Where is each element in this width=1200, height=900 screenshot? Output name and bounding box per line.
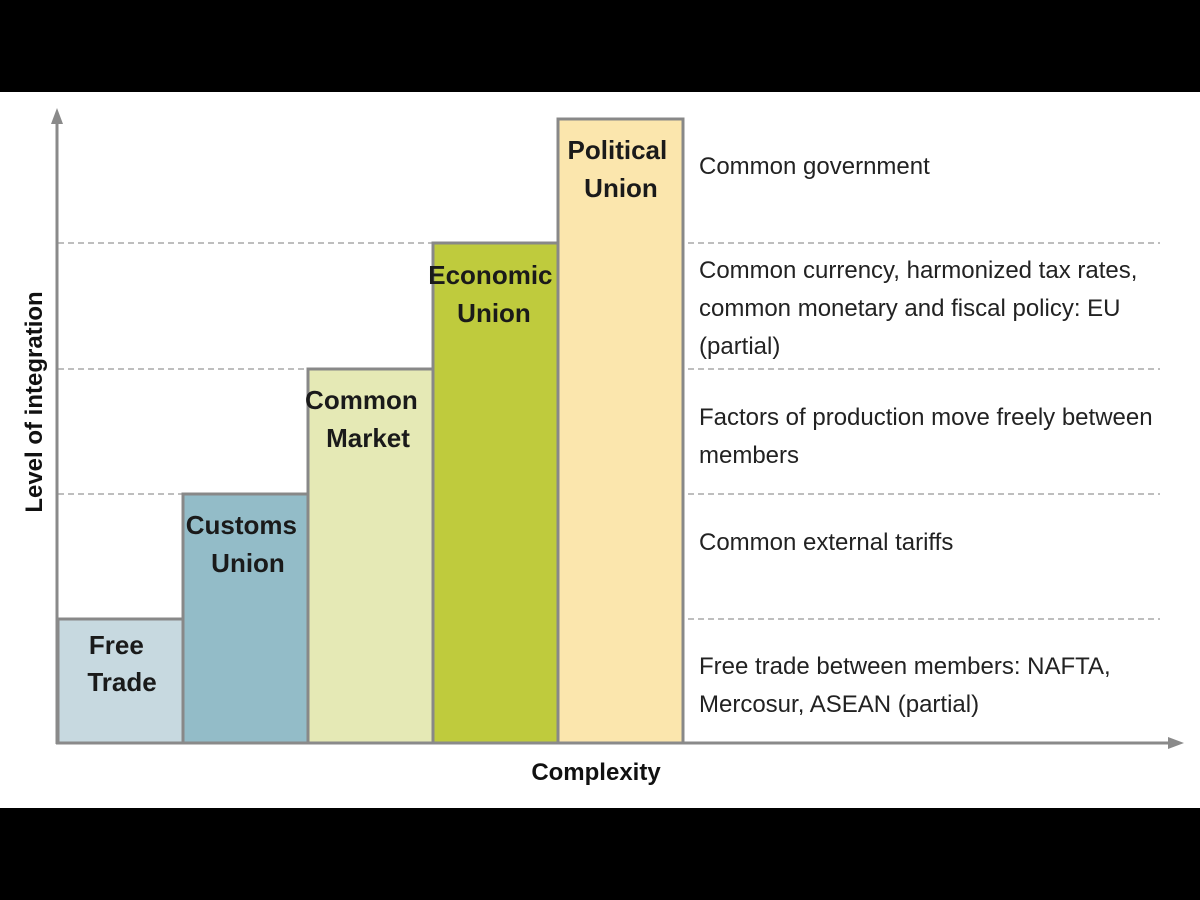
stage-bar-political-union xyxy=(556,117,685,745)
stage-bar-economic-union xyxy=(431,241,560,745)
integration-staircase-diagram: Free Trade Customs Union Common Market E… xyxy=(21,108,1184,786)
description-common-market: Factors of production move freely betwee… xyxy=(699,404,1159,469)
description-political-union: Common government xyxy=(699,153,930,180)
y-axis-arrowhead xyxy=(51,108,63,124)
stage-label-free-trade: Free Trade xyxy=(87,630,156,697)
description-customs-union: Common external tariffs xyxy=(699,529,953,556)
y-axis-label: Level of integration xyxy=(21,291,48,512)
description-free-trade: Free trade between members: NAFTA, Merco… xyxy=(699,653,1117,718)
stage-label-customs-union: Customs Union xyxy=(186,510,304,578)
stage-label-economic-union: Economic Union xyxy=(428,260,559,328)
description-economic-union: Common currency, harmonized tax rates, c… xyxy=(699,257,1144,360)
stage-label-common-market: Common Market xyxy=(305,385,425,453)
x-axis-label: Complexity xyxy=(531,759,661,786)
diagram-slide: Free Trade Customs Union Common Market E… xyxy=(0,92,1200,808)
x-axis-arrowhead xyxy=(1168,737,1184,749)
stage-label-political-union: Political Union xyxy=(568,135,675,203)
stage-bar-common-market xyxy=(306,367,435,745)
